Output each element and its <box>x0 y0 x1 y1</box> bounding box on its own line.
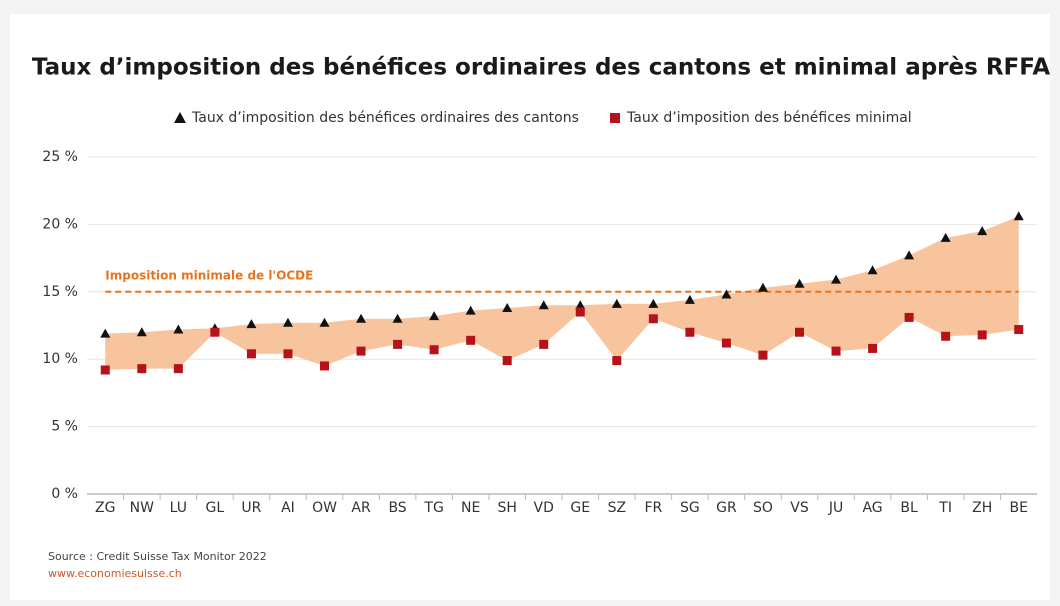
x-tick-label: OW <box>312 500 337 516</box>
square-marker <box>941 331 951 341</box>
triangle-marker <box>392 313 403 323</box>
triangle-marker <box>904 250 915 260</box>
triangle-marker <box>575 300 586 310</box>
triangle-marker <box>246 319 257 329</box>
x-tick-label: SG <box>680 500 700 516</box>
legend-label: Taux d’imposition des bénéfices minimal <box>626 110 912 126</box>
x-tick-label: ZG <box>95 500 115 516</box>
square-marker <box>210 327 220 337</box>
x-tick-label: SZ <box>608 500 626 516</box>
triangle-marker <box>1013 211 1024 221</box>
square-marker <box>977 330 987 340</box>
triangle-marker <box>867 265 878 275</box>
source: Source : Credit Suisse Tax Monitor 2022 <box>48 550 267 563</box>
square-marker <box>648 314 658 324</box>
triangle-marker <box>465 305 476 315</box>
x-tick-label: UR <box>241 500 261 516</box>
chart-title: Taux d’imposition des bénéfices ordinair… <box>32 55 1050 81</box>
square-marker <box>466 335 476 345</box>
y-tick-label: 20 % <box>42 216 78 232</box>
square-marker <box>137 364 147 374</box>
square-marker <box>721 338 731 348</box>
triangle-marker <box>684 294 695 304</box>
legend-marker <box>174 112 186 123</box>
x-tick-label: TG <box>423 500 443 516</box>
x-tick-label: BS <box>388 500 406 516</box>
triangle-marker <box>136 327 147 337</box>
x-tick-label: BL <box>900 500 918 516</box>
triangle-marker <box>648 298 659 308</box>
reference-label: Imposition minimale de l'OCDE <box>105 268 313 282</box>
triangle-marker <box>977 226 988 236</box>
square-marker <box>320 361 329 371</box>
x-tick-label: GE <box>570 500 590 516</box>
triangle-marker <box>502 302 513 312</box>
x-tick-label: BE <box>1010 500 1028 516</box>
range-area <box>105 216 1019 370</box>
square-marker <box>612 356 622 366</box>
x-tick-label: VS <box>790 500 809 516</box>
x-tick-label: AR <box>351 500 371 516</box>
y-tick-label: 15 % <box>42 284 78 300</box>
x-tick-label: GR <box>716 500 737 516</box>
triangle-marker <box>100 328 111 338</box>
square-marker <box>393 339 403 349</box>
x-tick-label: NW <box>130 500 154 516</box>
x-tick-label: AG <box>862 500 882 516</box>
square-marker <box>502 356 512 366</box>
square-marker <box>429 345 439 355</box>
triangle-marker <box>721 289 732 299</box>
y-tick-label: 5 % <box>51 419 78 435</box>
square-marker <box>246 349 256 359</box>
square-marker <box>173 364 183 374</box>
triangle-marker <box>831 274 842 284</box>
square-marker <box>685 327 695 337</box>
square-marker <box>539 339 549 349</box>
x-tick-label: JU <box>828 500 843 516</box>
square-marker <box>575 307 585 317</box>
square-marker <box>100 365 110 375</box>
triangle-marker <box>757 282 768 292</box>
triangle-marker <box>611 298 622 308</box>
triangle-marker <box>319 317 330 327</box>
x-tick-label: AI <box>281 500 295 516</box>
triangle-marker <box>282 317 293 327</box>
x-tick-label: GL <box>206 500 225 516</box>
square-marker <box>283 349 293 359</box>
triangle-marker <box>940 232 951 242</box>
square-marker <box>758 350 768 360</box>
source-url: www.economiesuisse.ch <box>48 567 182 580</box>
triangle-marker <box>356 313 367 323</box>
legend-label: Taux d’imposition des bénéfices ordinair… <box>191 110 579 126</box>
x-tick-label: ZH <box>972 500 992 516</box>
square-marker <box>795 327 804 337</box>
square-marker <box>356 346 366 356</box>
x-tick-label: TI <box>938 500 952 516</box>
x-tick-label: FR <box>644 500 662 516</box>
x-tick-label: SH <box>497 500 516 516</box>
legend-marker <box>610 113 620 123</box>
x-tick-label: VD <box>534 500 554 516</box>
x-tick-label: SO <box>753 500 773 516</box>
square-marker <box>1014 325 1024 335</box>
y-tick-label: 0 % <box>51 486 78 502</box>
y-tick-label: 25 % <box>42 149 78 165</box>
x-tick-label: NE <box>461 500 480 516</box>
y-tick-label: 10 % <box>42 351 78 367</box>
square-marker <box>904 312 914 322</box>
triangle-marker <box>794 278 805 288</box>
x-tick-label: LU <box>170 500 187 516</box>
square-marker <box>831 346 841 356</box>
triangle-marker <box>429 311 440 321</box>
triangle-marker <box>173 324 184 334</box>
square-marker <box>868 343 878 353</box>
triangle-marker <box>538 300 549 310</box>
